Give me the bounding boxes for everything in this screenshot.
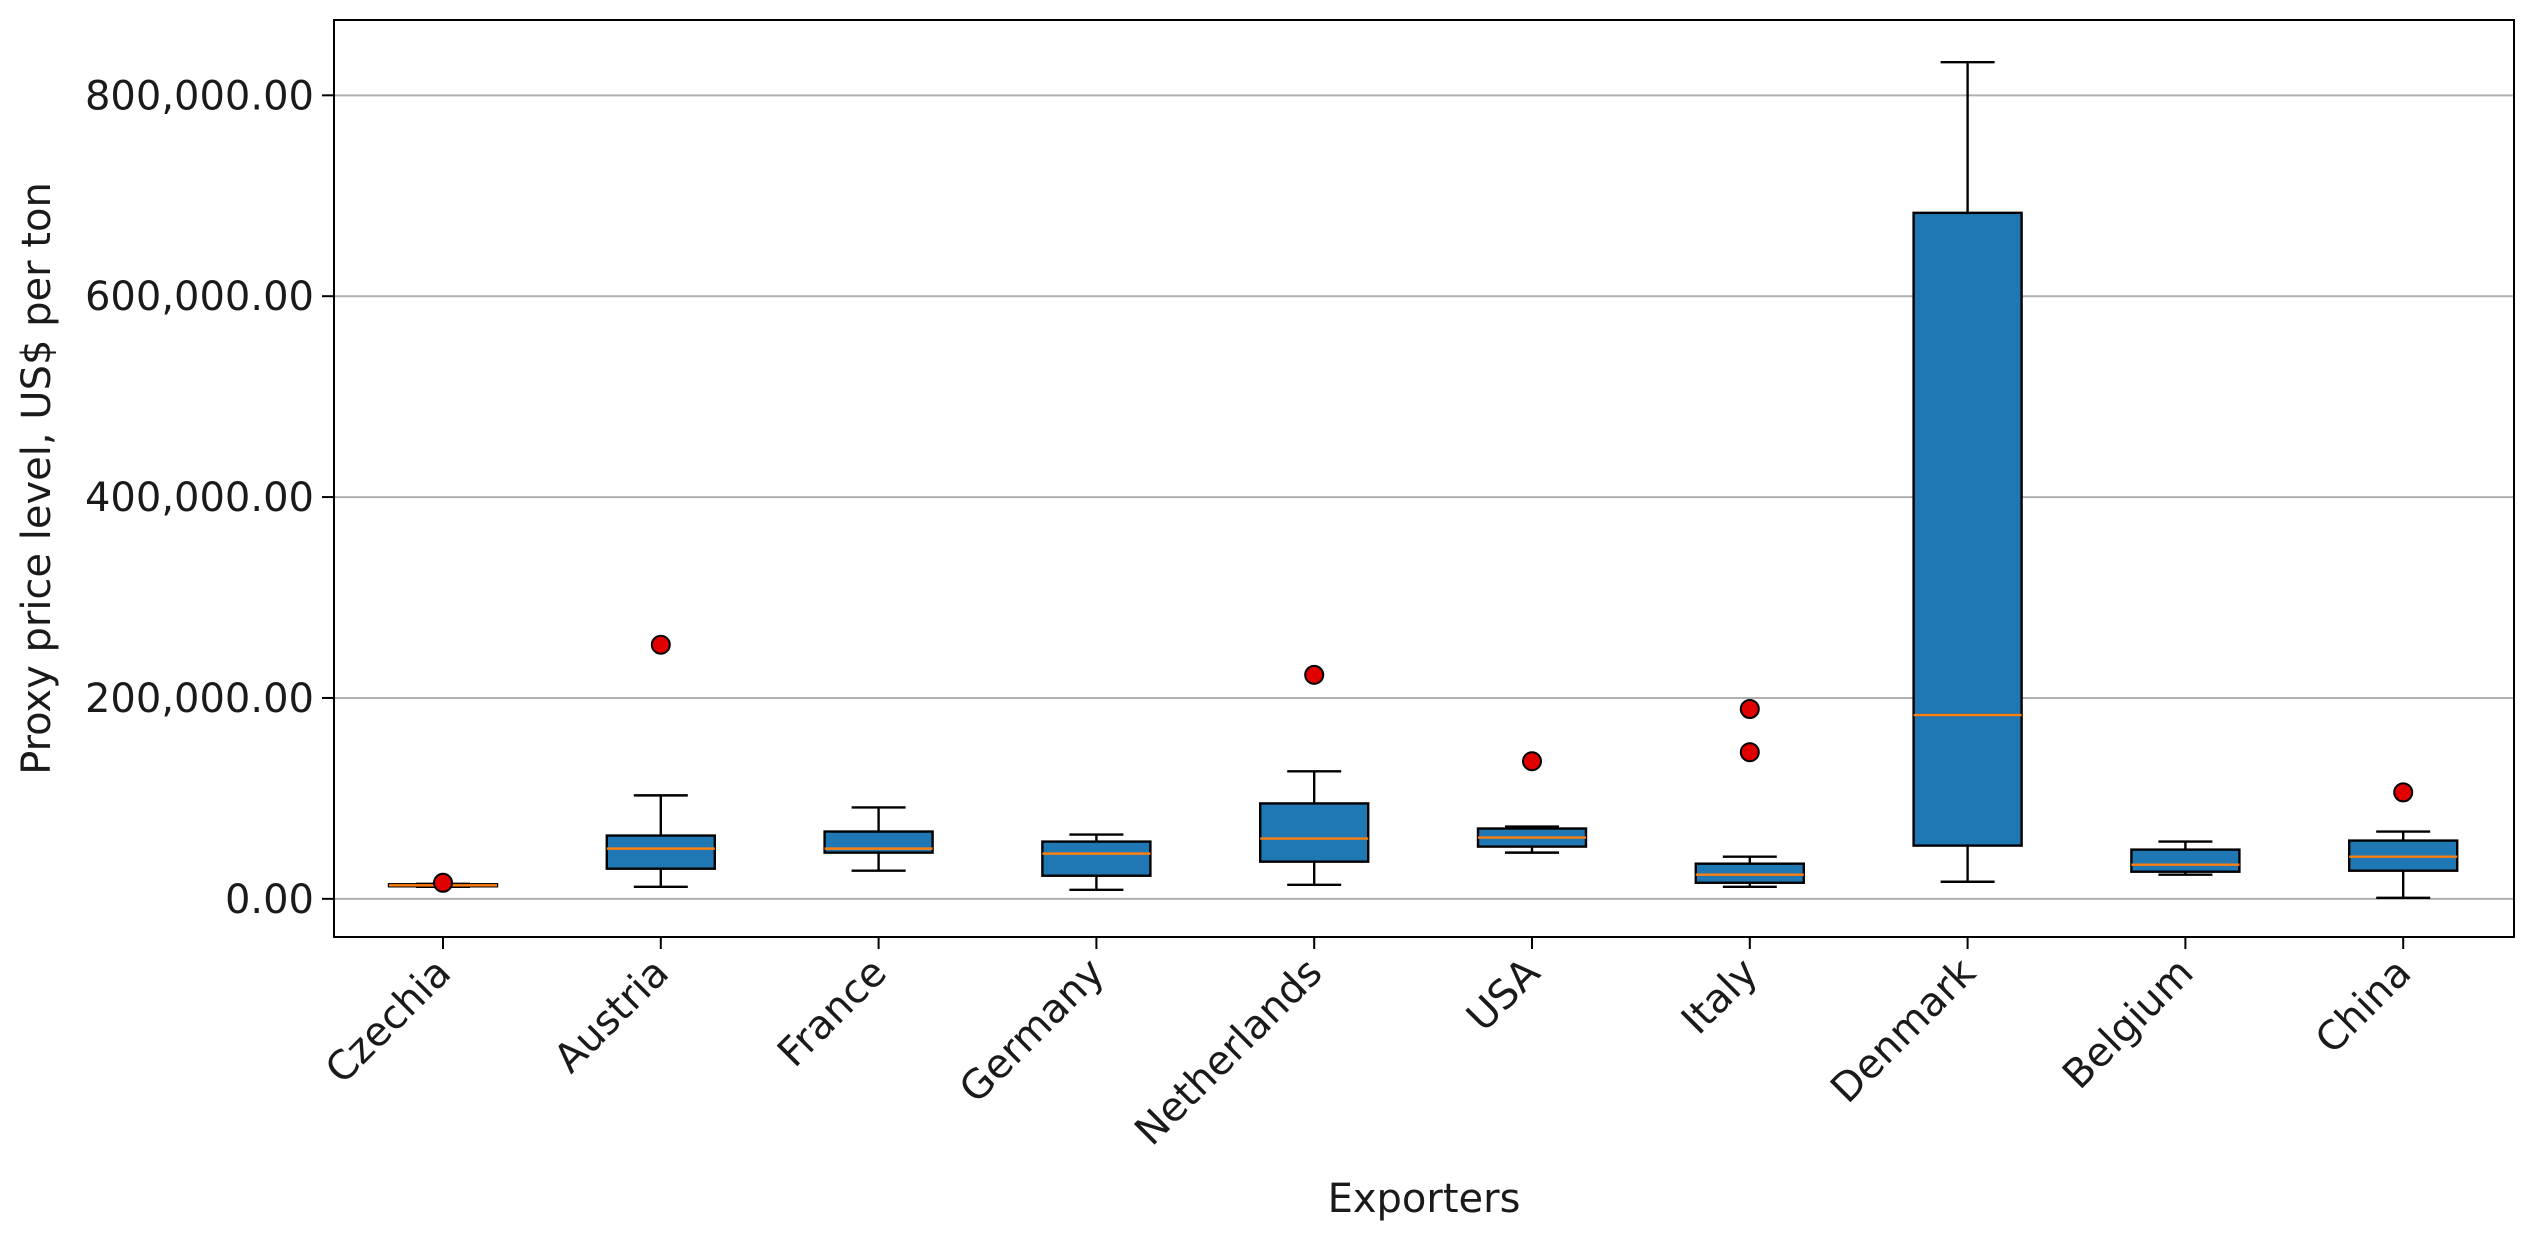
y-tick-label: 600,000.00 [85, 274, 314, 320]
outlier-point [2393, 782, 2414, 803]
box-austria [605, 634, 716, 888]
y-tick-label: 800,000.00 [85, 73, 314, 119]
box-usa [1476, 751, 1588, 854]
outlier-point [1304, 664, 1325, 685]
iqr-box [605, 834, 716, 870]
x-tick-label: Belgium [2054, 950, 2202, 1098]
outlier-point [1522, 751, 1542, 772]
y-tick-label: 0.00 [225, 877, 314, 923]
outlier-point [650, 634, 671, 655]
iqr-box [2130, 848, 2241, 873]
x-axis-ticks: Czechia Austria France Germany Netherlands US… [317, 937, 2420, 1154]
x-axis-label: Exporters [1328, 1176, 1521, 1222]
box-belgium [2130, 840, 2241, 876]
iqr-box [1912, 211, 2023, 847]
grid-layer [334, 94, 2514, 900]
iqr-box [1694, 862, 1806, 884]
box-france [823, 806, 934, 872]
iqr-box [1258, 802, 1370, 863]
plot-frame [333, 19, 2515, 938]
box-czechia [387, 872, 499, 893]
x-tick-label: France [769, 950, 896, 1077]
box-denmark [1912, 60, 2023, 883]
x-tick-label: Italy [1673, 950, 1767, 1044]
box-netherlands [1258, 664, 1370, 886]
x-tick-label: USA [1458, 949, 1550, 1041]
x-tick-label: Netherlands [1126, 950, 1331, 1155]
x-tick-label: Czechia [317, 950, 460, 1093]
y-axis-label: Proxy price level, US$ per ton [14, 182, 60, 775]
box-italy [1694, 699, 1806, 888]
box-germany [1041, 833, 1152, 891]
outlier-point [1739, 742, 1760, 763]
box-china [2347, 782, 2459, 900]
x-tick-label: China [2307, 950, 2420, 1063]
outlier-point [433, 872, 453, 893]
x-tick-label: Germany [951, 950, 1114, 1113]
y-tick-label: 200,000.00 [85, 676, 314, 722]
outlier-point [1739, 699, 1760, 720]
box-layer [387, 60, 2459, 900]
iqr-box [1041, 840, 1152, 877]
y-axis-ticks: 0.00 200,000.00 400,000.00 600,000.00 800,00… [85, 73, 334, 923]
y-tick-label: 400,000.00 [85, 475, 314, 521]
x-tick-label: Austria [545, 950, 677, 1082]
iqr-box [823, 830, 934, 854]
x-tick-label: Denmark [1822, 949, 1985, 1112]
